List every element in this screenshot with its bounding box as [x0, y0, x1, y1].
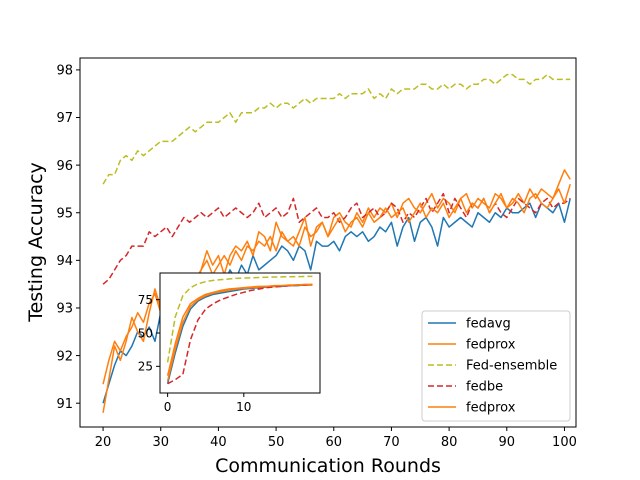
legend-label-2: Fed-ensemble [466, 359, 557, 374]
legend-label-1: fedprox [466, 338, 516, 353]
legend-box [421, 310, 571, 422]
y-axis-ticks: 91 92 93 94 95 96 97 98 [56, 64, 80, 412]
inset-series-line-4 [166, 283, 313, 376]
legend-label-4: fedprox [466, 401, 516, 416]
main-x-tick-label-40: 40 [210, 435, 227, 450]
main-x-tick-label-90: 90 [499, 435, 516, 450]
inset-y-tick-label-25: 25 [138, 360, 153, 374]
inset-y-tick-label-75: 75 [138, 293, 153, 307]
inset-y-axis-ticks: 25 50 75 [138, 293, 160, 374]
inset-series-line-2 [166, 275, 313, 363]
main-y-tick-label-96: 96 [56, 159, 73, 174]
legend: fedavg fedprox Fed-ensemble fedbe fedprox [421, 310, 571, 422]
main-x-tick-label-70: 70 [383, 435, 400, 450]
main-series-line-2 [102, 73, 571, 185]
main-y-tick-label-93: 93 [56, 302, 73, 317]
inset-series-group [166, 275, 313, 385]
inset-x-tick-label-0: 0 [164, 400, 172, 414]
main-x-tick-label-60: 60 [325, 435, 342, 450]
inset-x-tick-label-10: 10 [236, 400, 251, 414]
y-axis-label: Testing Accuracy [25, 162, 47, 323]
main-axes-border [79, 57, 577, 428]
main-y-tick-label-97: 97 [56, 111, 73, 126]
main-x-tick-label-20: 20 [95, 435, 112, 450]
x-axis-label: Communication Rounds [215, 455, 441, 477]
main-y-tick-label-94: 94 [56, 254, 73, 269]
main-x-tick-label-50: 50 [268, 435, 285, 450]
inset-plot-area: 0 10 25 50 75 [138, 272, 321, 414]
main-x-tick-label-100: 100 [552, 435, 577, 450]
x-axis-ticks: 20 30 40 50 60 70 80 90 100 [95, 427, 577, 450]
main-y-tick-label-95: 95 [56, 206, 73, 221]
legend-label-3: fedbe [466, 380, 503, 395]
main-y-tick-label-98: 98 [56, 64, 73, 79]
inset-x-axis-ticks: 0 10 [164, 393, 251, 414]
main-y-tick-label-92: 92 [56, 349, 73, 364]
main-x-tick-label-80: 80 [441, 435, 458, 450]
main-x-tick-label-30: 30 [152, 435, 169, 450]
inset-axes-frame [160, 273, 320, 393]
inset-y-tick-label-50: 50 [138, 326, 153, 340]
legend-label-0: fedavg [466, 317, 511, 332]
main-y-tick-label-91: 91 [56, 397, 73, 412]
